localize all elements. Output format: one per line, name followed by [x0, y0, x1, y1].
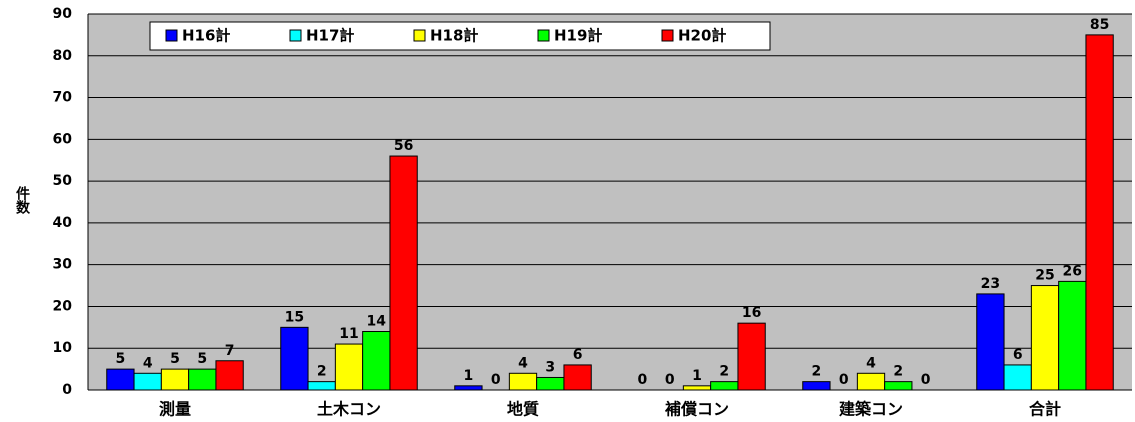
data-label: 4: [518, 355, 528, 371]
data-label: 5: [170, 351, 180, 367]
bar: [133, 372, 162, 391]
y-tick-label: 30: [53, 257, 73, 273]
y-tick-label: 70: [53, 90, 73, 106]
y-tick-label: 60: [53, 131, 73, 147]
legend-label: H16計: [182, 27, 230, 45]
x-tick-label: 建築コン: [839, 400, 903, 419]
y-tick-label: 40: [53, 215, 73, 231]
legend-label: H18計: [430, 27, 478, 45]
data-label: 25: [1035, 268, 1054, 284]
data-label: 15: [285, 309, 304, 325]
data-label: 16: [742, 305, 761, 321]
bar: [563, 364, 592, 391]
bar: [976, 293, 1005, 391]
data-label: 2: [317, 364, 327, 380]
data-label: 6: [1013, 347, 1023, 363]
bar: [884, 381, 913, 391]
bar: [682, 385, 712, 391]
bar: [1058, 280, 1087, 391]
bar: [188, 368, 217, 391]
data-label: 1: [692, 368, 702, 384]
bar: [280, 326, 309, 391]
bar: [454, 385, 483, 391]
y-tick-label: 50: [53, 173, 73, 189]
data-label: 11: [339, 326, 358, 342]
bar: [1030, 285, 1060, 391]
data-label: 5: [116, 351, 126, 367]
bar: [1003, 364, 1032, 391]
data-label: 3: [545, 359, 555, 375]
legend-label: H20計: [678, 27, 726, 45]
x-tick-label: 測量: [159, 400, 191, 419]
legend-swatch: [661, 29, 674, 42]
data-label: 6: [573, 347, 583, 363]
y-tick-label: 0: [62, 382, 72, 398]
y-tick-label: 80: [53, 48, 73, 64]
data-label: 0: [839, 372, 849, 388]
data-label: 0: [491, 372, 501, 388]
plot-area: [88, 14, 1132, 390]
legend-label: H17計: [306, 27, 354, 45]
bar: [389, 155, 418, 391]
legend-swatch: [537, 29, 550, 42]
legend-swatch: [289, 29, 302, 42]
data-label: 26: [1063, 263, 1082, 279]
bar: [1085, 34, 1114, 391]
x-tick-label: 地質: [507, 400, 539, 419]
bar: [106, 368, 135, 391]
data-label: 0: [665, 372, 675, 388]
y-axis-label: 件数: [14, 185, 30, 215]
data-label: 0: [921, 372, 931, 388]
bar: [802, 381, 831, 391]
bar: [508, 372, 538, 391]
bar: [737, 322, 766, 391]
y-tick-label: 20: [53, 298, 73, 314]
legend-swatch: [413, 29, 426, 42]
bar: [334, 343, 364, 391]
y-tick-label: 10: [53, 340, 73, 356]
x-tick-label: 補償コン: [664, 400, 729, 419]
bar: [307, 381, 336, 391]
data-label: 2: [812, 364, 822, 380]
data-label: 0: [638, 372, 648, 388]
y-tick-label: 90: [53, 6, 73, 22]
data-label: 4: [143, 355, 153, 371]
x-tick-label: 合計: [1029, 400, 1061, 419]
data-label: 4: [866, 355, 876, 371]
bar: [710, 381, 739, 391]
data-label: 23: [981, 276, 1000, 292]
data-label: 5: [197, 351, 207, 367]
legend-swatch: [165, 29, 178, 42]
data-label: 7: [225, 343, 235, 359]
data-label: 14: [367, 314, 387, 330]
x-tick-label: 土木コン: [317, 400, 381, 419]
data-label: 2: [893, 364, 903, 380]
bar: [362, 331, 391, 391]
bar: [215, 360, 244, 391]
data-label: 85: [1090, 17, 1109, 33]
bar: [160, 368, 190, 391]
data-label: 2: [719, 364, 729, 380]
legend-label: H19計: [554, 27, 602, 45]
data-label: 1: [464, 368, 474, 384]
data-label: 56: [394, 138, 413, 154]
bar: [536, 376, 565, 391]
bar: [856, 372, 886, 391]
